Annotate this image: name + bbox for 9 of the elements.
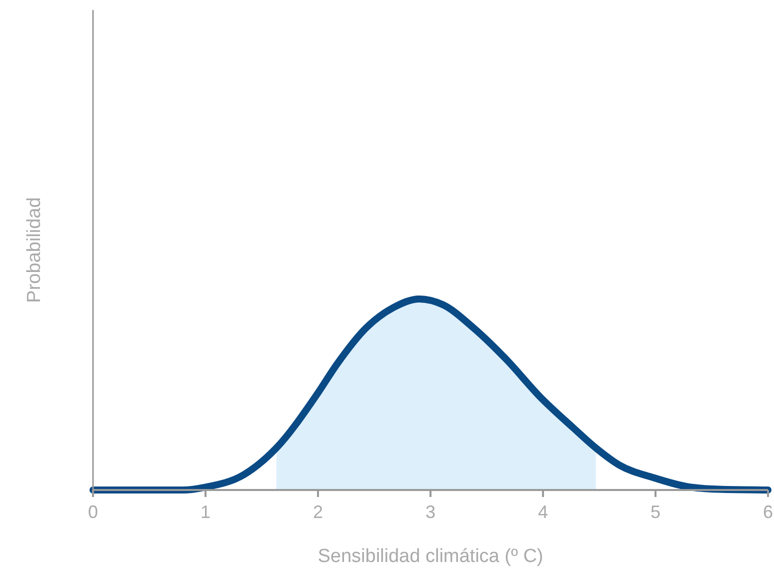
x-tick-label: 2 xyxy=(312,502,324,522)
x-tick-label: 1 xyxy=(200,502,211,522)
x-tick-label: 0 xyxy=(88,502,98,522)
x-tick-label: 3 xyxy=(425,502,436,522)
x-tick-label: 5 xyxy=(650,502,661,522)
x-tick-label: 4 xyxy=(538,502,548,522)
x-tick-label: 6 xyxy=(762,502,774,522)
y-axis-title: Probabilidad xyxy=(24,197,45,303)
x-axis-title: Sensibilidad climática (º C) xyxy=(318,546,544,567)
